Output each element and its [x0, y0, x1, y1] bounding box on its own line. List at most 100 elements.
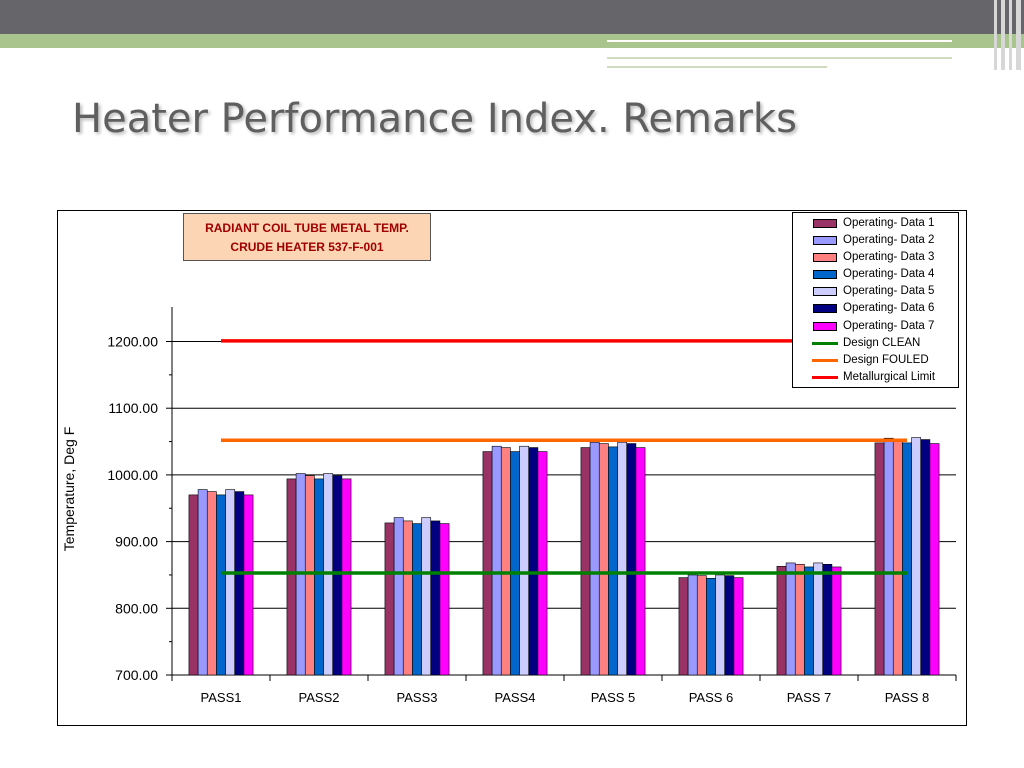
bar: [929, 443, 940, 676]
legend-label: Operating- Data 3: [843, 251, 935, 264]
bar: [402, 520, 413, 676]
bar: [822, 563, 833, 676]
bar: [892, 438, 903, 676]
slide-green-band: [0, 34, 1024, 48]
bar: [598, 443, 609, 676]
bar: [902, 442, 912, 676]
bar: [813, 562, 824, 676]
bar: [225, 489, 236, 676]
bar: [696, 575, 707, 676]
bar: [243, 494, 254, 676]
bar: [384, 522, 395, 676]
legend-line-swatch: [812, 341, 838, 345]
legend-label: Operating- Data 2: [843, 234, 935, 247]
legend-item: Operating- Data 6: [793, 301, 958, 318]
legend-swatch: [813, 304, 837, 314]
bar: [528, 447, 539, 676]
bar: [617, 441, 628, 676]
chart-title-box: RADIANT COIL TUBE METAL TEMP. CRUDE HEAT…: [183, 213, 431, 261]
bar: [393, 517, 404, 676]
bar: [920, 439, 931, 676]
bar: [724, 575, 735, 676]
bar: [715, 574, 726, 676]
legend-label: Metallurgical Limit: [843, 370, 936, 383]
x-tick-label: PASS 5: [591, 690, 636, 705]
x-tick-label: PASS2: [299, 690, 340, 705]
legend-item: Design CLEAN: [793, 336, 958, 353]
bar: [537, 451, 548, 676]
legend-item: Operating- Data 4: [793, 267, 958, 284]
bar: [197, 489, 208, 676]
decorative-line: [607, 66, 827, 68]
bar: [635, 447, 646, 676]
bar: [500, 447, 511, 676]
legend-item: Operating- Data 7: [793, 319, 958, 336]
chart-title-line-2: CRUDE HEATER 537-F-001: [230, 240, 384, 254]
bar: [216, 494, 226, 676]
decorative-line: [607, 57, 952, 59]
y-tick-label: 1200.00: [107, 334, 158, 350]
y-tick-label: 900.00: [115, 534, 158, 550]
x-tick-label: PASS1: [201, 690, 242, 705]
legend-label: Design CLEAN: [843, 336, 921, 349]
slide-title: Heater Performance Index. Remarks: [72, 96, 797, 142]
bar: [188, 494, 199, 676]
bar: [794, 563, 805, 676]
legend-swatch: [813, 321, 837, 331]
bar: [706, 577, 716, 676]
x-tick-label: PASS 8: [885, 690, 930, 705]
bar: [678, 577, 689, 676]
decorative-vertical-bars: [990, 0, 1024, 70]
legend-label: Operating- Data 6: [843, 302, 935, 315]
legend-line-swatch: [812, 375, 838, 379]
bar: [519, 445, 530, 676]
bar: [234, 491, 245, 676]
x-tick-label: PASS4: [495, 690, 536, 705]
bar: [482, 451, 493, 676]
y-tick-label: 700.00: [115, 667, 158, 683]
legend-swatch: [813, 236, 837, 246]
bar: [831, 566, 842, 676]
bar: [626, 443, 637, 676]
y-tick-label: 800.00: [115, 600, 158, 616]
legend-item: Operating- Data 5: [793, 284, 958, 301]
y-tick-label: 1000.00: [107, 467, 158, 483]
x-tick-label: PASS 6: [689, 690, 734, 705]
x-tick-label: PASS 7: [787, 690, 832, 705]
x-tick-label: PASS3: [397, 690, 438, 705]
bar: [804, 566, 814, 676]
y-axis-label: Temperature, Deg F: [61, 426, 77, 552]
bar: [883, 437, 894, 676]
legend-item: Operating- Data 2: [793, 233, 958, 250]
legend-item: Operating- Data 1: [793, 216, 958, 233]
bar: [341, 478, 352, 676]
legend-swatch: [813, 253, 837, 263]
slide-top-bar: [0, 0, 1024, 34]
bar: [286, 478, 297, 676]
legend-line-swatch: [812, 358, 838, 362]
chart-title-line-1: RADIANT COIL TUBE METAL TEMP.: [205, 221, 409, 235]
chart-frame: [57, 210, 967, 726]
legend-label: Operating- Data 1: [843, 217, 935, 229]
legend-item: Metallurgical Limit: [793, 370, 958, 387]
legend-swatch: [813, 219, 837, 228]
bar: [421, 517, 432, 676]
bar: [304, 475, 315, 676]
bar: [785, 562, 796, 676]
bar: [733, 577, 744, 676]
legend-item: Design FOULED: [793, 353, 958, 370]
y-tick-label: 1100.00: [108, 400, 158, 416]
bar: [776, 565, 787, 676]
bar: [911, 437, 922, 676]
bar: [491, 445, 502, 676]
legend-swatch: [813, 270, 837, 280]
bar: [206, 491, 217, 676]
bar: [687, 574, 698, 676]
legend-label: Operating- Data 5: [843, 285, 935, 298]
legend-item: Operating- Data 3: [793, 250, 958, 267]
bar: [608, 446, 618, 676]
bar: [314, 478, 324, 676]
legend-label: Operating- Data 7: [843, 319, 935, 332]
bar: [589, 441, 600, 676]
